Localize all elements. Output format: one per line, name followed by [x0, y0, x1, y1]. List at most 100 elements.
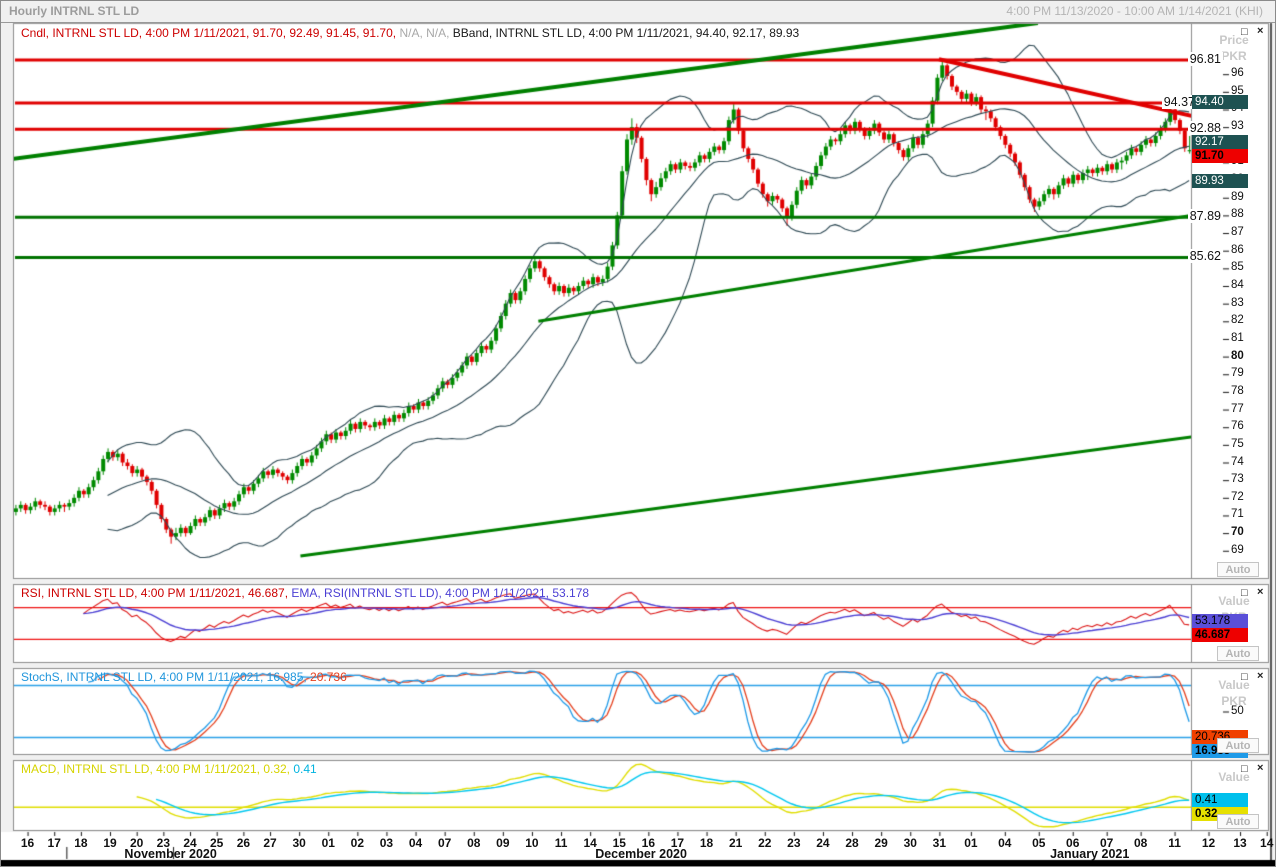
- date-tick: 28: [845, 836, 859, 850]
- date-tick: 30: [903, 836, 917, 850]
- price-tick: 76: [1231, 420, 1244, 433]
- main-legend: Cndl, INTRNL STL LD, 4:00 PM 1/11/2021, …: [21, 26, 799, 40]
- price-tick: 77: [1231, 402, 1244, 415]
- price-tick: 86: [1231, 243, 1244, 256]
- auto-scale-button[interactable]: Auto: [1217, 738, 1259, 753]
- maximize-icon[interactable]: □: [1241, 26, 1248, 38]
- rsi-legend: RSI, INTRNL STL LD, 4:00 PM 1/11/2021, 4…: [21, 586, 589, 600]
- price-tick: 74: [1231, 455, 1244, 468]
- date-tick: 21: [728, 836, 743, 850]
- date-tick: 08: [467, 836, 481, 850]
- date-tick: 19: [103, 836, 117, 850]
- line-label: 96.81: [1187, 51, 1223, 66]
- close-icon[interactable]: ×: [1257, 25, 1264, 37]
- window-title: Hourly INTRNL STL LD: [9, 4, 140, 18]
- close-icon[interactable]: ×: [1257, 670, 1264, 682]
- price-tick: 78: [1231, 384, 1244, 397]
- date-tick: 27: [263, 836, 277, 850]
- line-label: 92.88: [1187, 121, 1223, 136]
- date-tick: 30: [292, 836, 306, 850]
- price-tick: 70: [1231, 526, 1244, 539]
- stoch-mid-tick: 50: [1231, 704, 1244, 717]
- value-axis-header: Value: [1218, 770, 1250, 784]
- price-tick: 81: [1231, 331, 1244, 344]
- maximize-icon[interactable]: □: [1241, 587, 1248, 599]
- date-tick: 31: [932, 836, 947, 850]
- axis-value-tag: 94.40: [1192, 95, 1248, 110]
- stoch-legend: StochS, INTRNL STL LD, 4:00 PM 1/11/2021…: [21, 670, 347, 684]
- price-tick: 82: [1231, 314, 1244, 327]
- macd-legend: MACD, INTRNL STL LD, 4:00 PM 1/11/2021, …: [21, 762, 317, 776]
- axis-value-tag: 0.41: [1192, 793, 1248, 808]
- price-tick: 87: [1231, 226, 1244, 239]
- date-tick: 07: [1099, 836, 1114, 850]
- legend-segment: RSI, INTRNL STL LD, 4:00 PM 1/11/2021, 4…: [21, 586, 292, 600]
- date-tick: 12: [1201, 836, 1216, 850]
- legend-segment: N/A, N/A,: [399, 26, 453, 40]
- month-label: January 2021: [1050, 847, 1130, 861]
- legend-segment: StochS, INTRNL STL LD, 4:00 PM 1/11/2021…: [21, 670, 311, 684]
- line-label: 85.62: [1187, 249, 1223, 264]
- legend-segment: 20.736: [310, 670, 347, 684]
- close-icon[interactable]: ×: [1257, 586, 1264, 598]
- legend-segment: EMA, RSI(INTRNL STL LD), 4:00 PM 1/11/20…: [291, 586, 590, 600]
- date-tick: 22: [758, 836, 772, 850]
- legend-segment: 0.41: [293, 762, 317, 776]
- month-label: December 2020: [595, 847, 687, 861]
- price-tick: 85: [1231, 261, 1244, 274]
- date-tick: 23: [787, 836, 801, 850]
- price-tick: 75: [1231, 437, 1244, 450]
- value-axis-header: Value: [1218, 678, 1250, 692]
- maximize-icon[interactable]: □: [1241, 671, 1248, 683]
- axis-value-tag: 46.687: [1192, 627, 1248, 642]
- price-tick: 69: [1231, 543, 1244, 556]
- axis-value-tag: 92.17: [1192, 134, 1248, 149]
- axis-value-tag: 53.178: [1192, 613, 1248, 628]
- price-tick: 79: [1231, 367, 1244, 380]
- price-tick: 96: [1231, 67, 1244, 80]
- price-tick: 83: [1231, 296, 1244, 309]
- currency-label: PKR: [1221, 49, 1247, 63]
- date-tick: 17: [47, 836, 61, 850]
- date-tick: 04: [998, 836, 1012, 850]
- date-tick: 24: [183, 836, 197, 850]
- currency-label: PKR: [1221, 694, 1247, 708]
- legend-segment: MACD, INTRNL STL LD, 4:00 PM 1/11/2021, …: [21, 762, 294, 776]
- date-tick: 23: [156, 836, 171, 850]
- auto-scale-button[interactable]: Auto: [1217, 562, 1259, 577]
- legend-segment: BBand, INTRNL STL LD, 4:00 PM 1/11/2021,…: [452, 26, 800, 40]
- price-axis-header: Price: [1219, 33, 1249, 47]
- line-label: 94.37: [1161, 94, 1197, 109]
- auto-scale-button[interactable]: Auto: [1217, 646, 1259, 661]
- legend-segment: Cndl, INTRNL STL LD, 4:00 PM 1/11/2021, …: [21, 26, 400, 40]
- date-tick: 11: [554, 836, 568, 850]
- date-tick: 15: [612, 836, 626, 850]
- price-tick: 73: [1231, 473, 1244, 486]
- date-tick: 24: [816, 836, 830, 850]
- month-label: November 2020: [124, 847, 217, 861]
- date-tick: 26: [236, 836, 251, 850]
- auto-scale-button[interactable]: Auto: [1217, 814, 1259, 829]
- title-bar[interactable]: Hourly INTRNL STL LD 4:00 PM 11/13/2020 …: [1, 1, 1275, 23]
- date-tick: 06: [1066, 836, 1080, 850]
- date-tick: 14: [583, 836, 597, 850]
- date-tick: 17: [670, 836, 685, 850]
- date-tick: 29: [874, 836, 888, 850]
- date-tick: 11: [1168, 836, 1181, 850]
- axis-value-tag: 91.70: [1192, 148, 1248, 163]
- timeframe-range: 4:00 PM 11/13/2020 - 10:00 AM 1/14/2021 …: [1006, 4, 1263, 18]
- date-tick: 10: [525, 836, 539, 850]
- close-icon[interactable]: ×: [1257, 762, 1264, 774]
- date-tick: 14: [1260, 836, 1274, 850]
- date-tick: 13: [1233, 836, 1247, 850]
- date-tick: 18: [699, 836, 714, 850]
- date-tick: 08: [1133, 836, 1148, 850]
- date-tick: 01: [321, 836, 335, 850]
- price-tick: 88: [1231, 208, 1244, 221]
- date-tick: 05: [1032, 836, 1046, 850]
- maximize-icon[interactable]: □: [1241, 763, 1248, 775]
- date-tick: 18: [74, 836, 88, 850]
- value-axis-header: Value: [1218, 594, 1250, 608]
